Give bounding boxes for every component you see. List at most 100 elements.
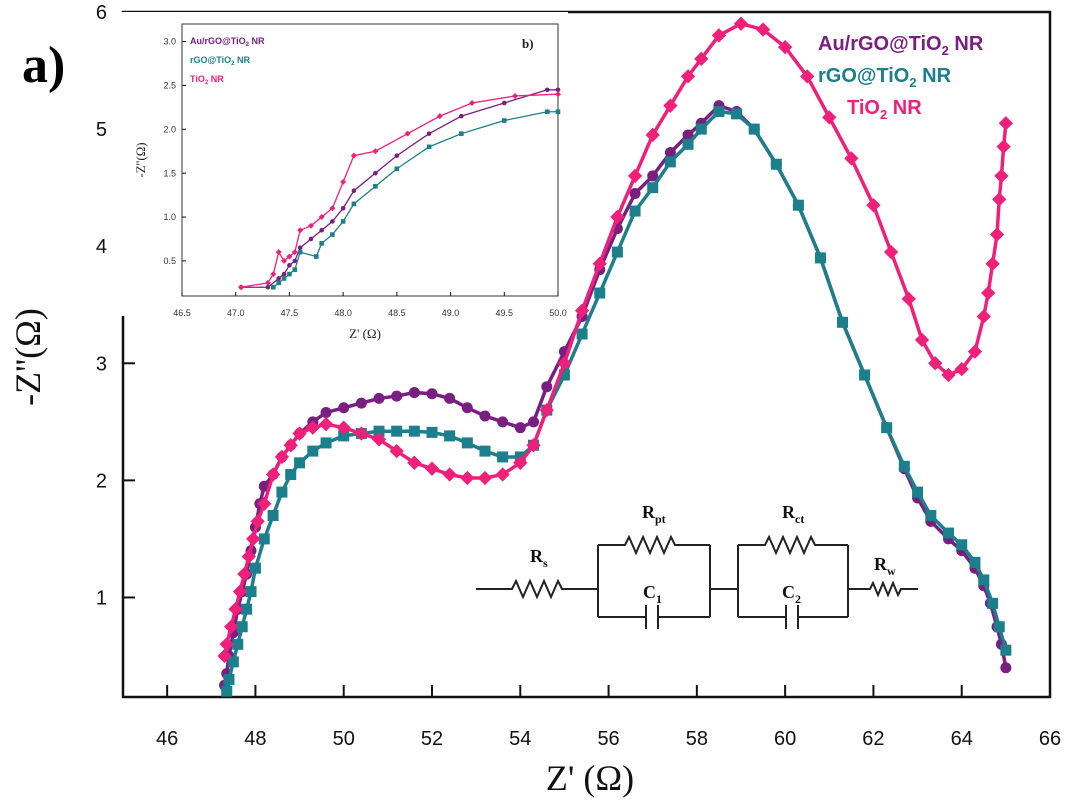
data-point — [241, 603, 253, 615]
data-point — [249, 562, 261, 574]
data-point — [394, 166, 400, 172]
y-tick-label: 1.0 — [163, 212, 176, 222]
data-point — [928, 356, 943, 371]
data-point — [987, 597, 999, 609]
data-point — [731, 108, 743, 120]
data-point — [574, 303, 590, 318]
data-point — [555, 109, 561, 115]
data-point — [594, 287, 606, 299]
x-tick-label: 47.0 — [227, 308, 245, 318]
data-point — [236, 621, 248, 633]
x-tick-label: 64 — [951, 728, 973, 750]
data-point — [391, 425, 403, 437]
data-point — [241, 549, 256, 564]
data-point — [647, 170, 659, 182]
data-point — [223, 673, 235, 685]
legend-entry-rgo: rGO@TiO2 NR — [818, 65, 952, 90]
data-point — [283, 438, 298, 453]
y-tick-label: 4 — [96, 236, 107, 258]
y-tick-label: 2 — [96, 470, 107, 492]
data-point — [898, 460, 910, 472]
data-point — [629, 187, 641, 199]
data-point — [479, 445, 491, 457]
panel-label: a) — [22, 37, 65, 94]
data-point — [238, 284, 245, 291]
data-point — [373, 184, 378, 189]
data-point — [992, 192, 1007, 207]
data-point — [258, 533, 270, 545]
inset-x-tick-labels: 46.5 47.0 47.5 48.0 48.5 49.0 49.5 50.0 — [173, 308, 567, 318]
data-point — [338, 430, 350, 442]
data-point — [477, 470, 493, 486]
data-point — [320, 437, 332, 449]
data-point — [318, 417, 334, 432]
data-point — [340, 219, 346, 224]
data-point — [373, 392, 385, 404]
data-point — [408, 425, 420, 437]
data-point — [265, 467, 281, 482]
x-tick-label: 66 — [1039, 728, 1061, 750]
data-point — [227, 656, 239, 668]
inset-y-axis-title: -Z''(Ω) — [133, 142, 148, 177]
data-point — [355, 397, 367, 409]
resistor-rs — [476, 578, 598, 600]
x-tick-label: 48.0 — [334, 308, 352, 318]
data-point — [557, 356, 572, 371]
data-point — [276, 280, 281, 286]
data-point — [292, 267, 298, 272]
data-point — [996, 139, 1011, 154]
x-tick-label: 62 — [862, 728, 884, 750]
data-point — [733, 16, 749, 31]
data-point — [246, 531, 261, 547]
data-point — [407, 455, 422, 470]
data-point — [250, 514, 265, 529]
data-point — [221, 685, 233, 697]
data-point — [270, 271, 277, 278]
data-point — [245, 586, 257, 598]
data-point — [901, 291, 916, 307]
data-point — [404, 130, 411, 137]
data-point — [610, 209, 625, 225]
data-point — [1000, 644, 1012, 656]
data-point — [956, 539, 968, 551]
data-point — [925, 510, 937, 522]
data-point — [436, 113, 443, 120]
data-point — [274, 449, 290, 465]
data-point — [954, 361, 969, 377]
data-point — [664, 156, 676, 168]
data-point — [442, 467, 457, 482]
y-tick-label: 1 — [96, 587, 107, 609]
data-point — [993, 621, 1005, 633]
data-point — [292, 258, 298, 264]
data-point — [501, 118, 507, 123]
data-point — [232, 584, 248, 599]
data-point — [792, 199, 804, 211]
data-point — [426, 388, 438, 400]
legend-entry-au-rgo: Au/rGO@TiO2 NR — [818, 33, 984, 58]
inset-legend-au-rgo: Au/rGO@TiO2 NR — [190, 36, 265, 48]
data-point — [461, 402, 473, 414]
x-tick-label: 56 — [597, 728, 619, 750]
data-point — [941, 367, 956, 383]
y-tick-label: 6 — [96, 2, 107, 24]
data-point — [592, 256, 607, 271]
data-point — [558, 369, 570, 381]
data-point — [978, 574, 990, 586]
data-point — [305, 420, 320, 435]
label-c2: C2 — [782, 582, 801, 606]
data-point — [942, 527, 954, 539]
data-point — [985, 256, 1000, 271]
data-point — [320, 406, 332, 418]
data-point — [281, 257, 288, 264]
x-tick-label: 50 — [333, 728, 355, 750]
data-point — [526, 438, 541, 453]
data-point — [682, 138, 694, 150]
y-tick-label: 2.0 — [163, 124, 176, 134]
data-point — [285, 469, 297, 481]
data-point — [350, 152, 357, 159]
data-point — [663, 98, 678, 113]
data-point — [371, 432, 387, 447]
x-tick-label: 47.5 — [281, 308, 299, 318]
data-point — [528, 416, 540, 428]
data-point — [777, 39, 793, 55]
